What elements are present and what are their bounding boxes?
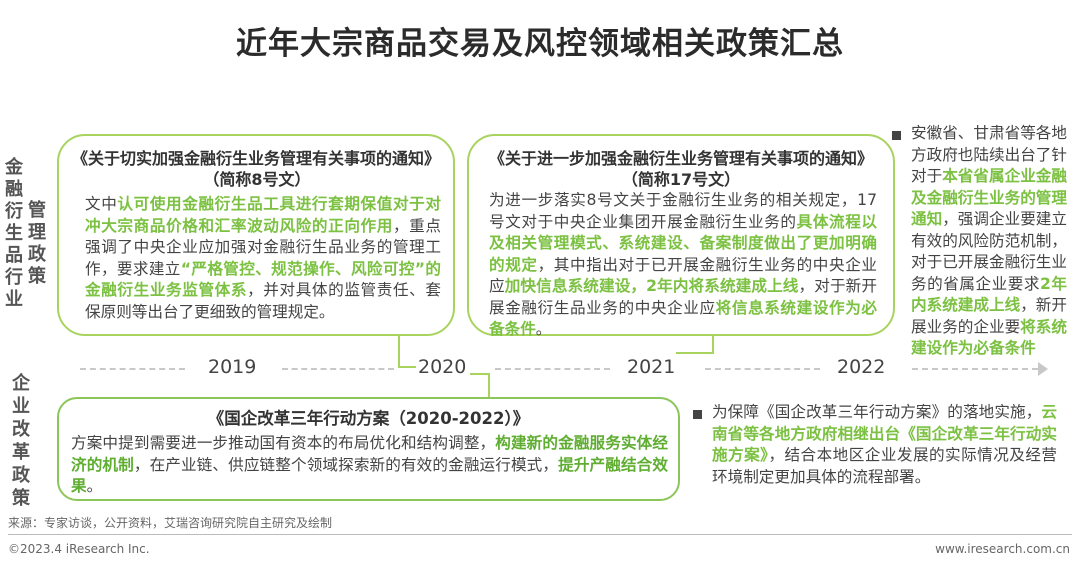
timeline-dash xyxy=(282,368,394,370)
body-text: ，强调企业要建立有效的风险防范机制，对于已开展金融衍生业务的省属企业要求 xyxy=(911,210,1067,293)
policy-card-doc17: 《关于进一步加强金融衍生业务管理有关事项的通知》 （简称17号文） 为进一步落实… xyxy=(467,134,895,338)
highlighted-text: 构建新的金融服务实体经济的机制 xyxy=(71,434,668,474)
highlighted-text: 认可使用金融衍生品工具进行套期保值对于对冲大宗商品价格和汇率波动风险的正向作用 xyxy=(85,195,441,235)
card-subtitle: （简称17号文） xyxy=(621,170,741,189)
card-subtitle: （简称8号文） xyxy=(203,170,311,189)
body-text: ，重点强调了中央企业应加强对金融衍生品业务的管理工作，要求建立 xyxy=(85,216,441,278)
timeline-dash xyxy=(495,368,610,370)
body-text: ，其中指出对于已开展金融衍生业务的中央企业应 xyxy=(489,255,877,296)
highlighted-text: 本省省属企业金融及金融衍生业务的管理通知 xyxy=(911,167,1067,228)
card-title: 《关于切实加强金融衍生业务管理有关事项的通知》 xyxy=(71,149,440,168)
bullet-icon xyxy=(892,131,901,140)
body-text: 方案中提到需要进一步推动国有资本的布局优化和结构调整， xyxy=(71,434,496,452)
label-financial-derivatives-industry: 金融衍生品行业 xyxy=(5,157,23,310)
body-text: 为保障《国企改革三年行动方案》的落地实施， xyxy=(712,403,1042,421)
label-enterprise-reform-policy: 企业改革政策 xyxy=(12,373,30,509)
page-title: 近年大宗商品交易及风控领域相关政策汇总 xyxy=(236,26,844,62)
body-text: ，在产业链、供应链整个领域探索新的有效的金融运行模式， xyxy=(133,455,559,474)
highlighted-text: 具体流程以及相关管理模式、系统建设、备案制度做出了更加明确的规定 xyxy=(489,212,877,274)
side-note-provincial: 安徽省、甘肃省等各地方政府也陆续出台了针对于本省省属企业金融及金融衍生业务的管理… xyxy=(911,123,1067,360)
highlighted-text: 将信息系统建设作为必备条件 xyxy=(489,298,877,339)
timeline-dash xyxy=(705,368,820,370)
highlighted-text: 提升产融结合效果 xyxy=(71,455,668,496)
connector-line xyxy=(712,336,714,354)
card-body: 为进一步落实8号文关于金融衍生业务的相关规定，17号文对于中央企业集团开展金融衍… xyxy=(479,190,883,341)
card-title: 《关于进一步加强金融衍生业务管理有关事项的通知》 xyxy=(488,149,873,168)
year-label: 2020 xyxy=(418,356,467,378)
divider xyxy=(8,534,1072,535)
timeline-dash xyxy=(912,368,1038,370)
highlighted-text: 2年内系统建成上线 xyxy=(911,274,1067,315)
copyright: ©2023.4 iResearch Inc. xyxy=(8,542,150,556)
connector-line xyxy=(398,366,416,368)
body-text: ，并对具体的监管责任、套保原则等出台了更细致的管理规定。 xyxy=(85,281,441,321)
body-text: 。 xyxy=(86,477,103,495)
label-management-policy: 管理政策 xyxy=(28,200,46,287)
year-label: 2021 xyxy=(627,356,676,378)
body-text: ，新开展业务的企业要 xyxy=(911,296,1067,336)
timeline-dash xyxy=(80,368,185,370)
body-text: 。 xyxy=(535,320,552,338)
highlighted-text: 将系统建设作为必备条件 xyxy=(911,317,1067,358)
policy-card-soe-reform: 《国企改革三年行动方案（2020-2022）》 方案中提到需要进一步推动国有资本… xyxy=(57,397,680,501)
highlighted-text: “严格管控、规范操作、风险可控”的金融衍生业务监管体系 xyxy=(85,259,441,300)
card-body: 方案中提到需要进一步推动国有资本的布局优化和结构调整，构建新的金融服务实体经济的… xyxy=(69,433,668,498)
policy-card-doc8: 《关于切实加强金融衍生业务管理有关事项的通知》 （简称8号文） 文中认可使用金融… xyxy=(57,134,455,336)
bullet-icon xyxy=(693,410,702,419)
connector-line xyxy=(398,336,400,368)
connector-line xyxy=(676,352,714,354)
card-title: 《国企改革三年行动方案（2020-2022）》 xyxy=(207,409,530,428)
connector-line xyxy=(488,373,490,398)
card-body: 文中认可使用金融衍生品工具进行套期保值对于对冲大宗商品价格和汇率波动风险的正向作… xyxy=(71,190,443,323)
body-text: 为进一步落实8号文关于金融衍生业务的相关规定，17号文对于中央企业集团开展金融衍… xyxy=(489,191,877,231)
highlighted-text: 加快信息系统建设，2年内将系统建成上线 xyxy=(504,277,799,295)
timeline-arrow-icon xyxy=(1038,362,1048,376)
highlighted-text: 云南省等各地方政府相继出台《国企改革三年行动实施方案》 xyxy=(712,403,1057,464)
body-text: 安徽省、甘肃省等各地方政府也陆续出台了针对于 xyxy=(911,124,1067,185)
side-note-yunnan: 为保障《国企改革三年行动方案》的落地实施，云南省等各地方政府相继出台《国企改革三… xyxy=(712,402,1057,488)
connector-line xyxy=(470,373,490,375)
body-text: 文中 xyxy=(85,195,118,213)
year-label: 2022 xyxy=(837,356,886,378)
body-text: ，对于新开展金融衍生品业务的中央企业应 xyxy=(489,277,877,317)
source-note: 来源：专家访谈，公开资料，艾瑞咨询研究院自主研究及绘制 xyxy=(8,516,333,530)
website: www.iresearch.com.cn xyxy=(935,542,1070,556)
body-text: ，结合本地区企业发展的实际情况及经营环境制定更加具体的流程部署。 xyxy=(712,446,1057,486)
year-label: 2019 xyxy=(208,356,257,378)
